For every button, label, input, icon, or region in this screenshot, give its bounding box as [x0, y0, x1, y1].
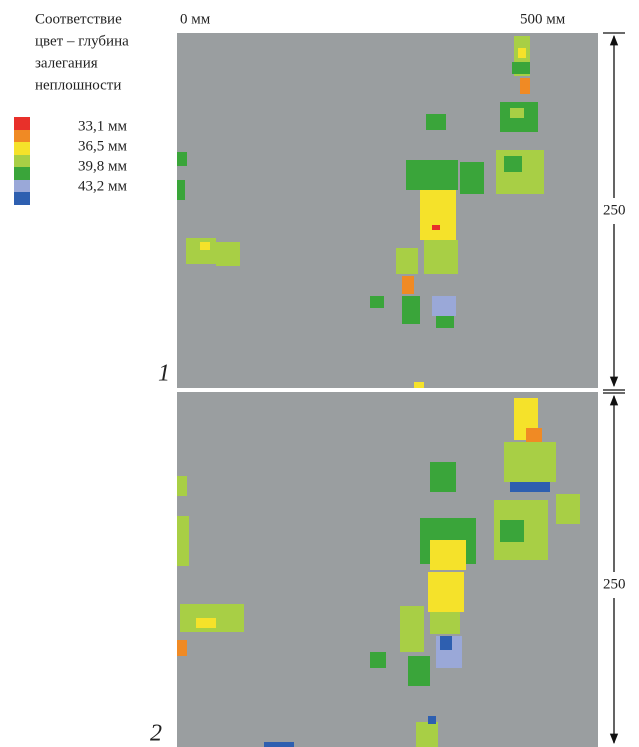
legend-label: 33,1 мм [78, 118, 127, 134]
axis-label: 500 мм [520, 11, 566, 27]
scan-panel [177, 33, 598, 388]
legend-title: залегания [35, 55, 98, 71]
panel-label: 1 [158, 361, 170, 387]
panel-label: 2 [150, 721, 162, 747]
dimension-label: 250 [603, 202, 626, 218]
legend-title: Соответствие [35, 11, 122, 27]
legend-label: 43,2 мм [78, 178, 127, 194]
legend-label: 39,8 мм [78, 158, 127, 174]
legend: Соответствие цвет – глубина залегания не… [14, 11, 129, 205]
color-bar [14, 117, 30, 205]
defects [177, 36, 580, 747]
dimension [603, 32, 625, 745]
dimension-label: 250 [603, 576, 626, 592]
legend-title: цвет – глубина [35, 33, 129, 49]
axis-label: 0 мм [180, 11, 211, 27]
legend-title: неплошности [35, 77, 121, 93]
legend-label: 36,5 мм [78, 138, 127, 154]
